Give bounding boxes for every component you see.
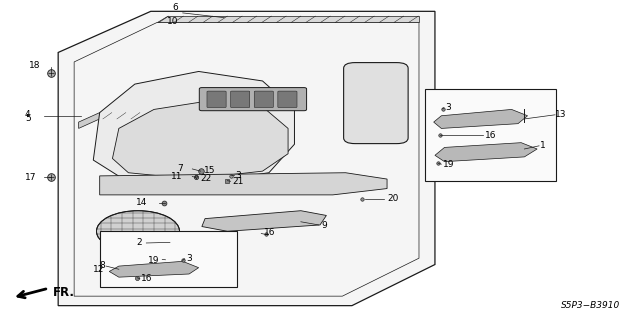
Polygon shape [157, 16, 419, 22]
FancyBboxPatch shape [278, 91, 297, 108]
Text: 16: 16 [141, 274, 153, 283]
Text: 3: 3 [235, 171, 241, 180]
Text: 18: 18 [29, 61, 41, 70]
Text: S5P3−B3910: S5P3−B3910 [561, 301, 620, 310]
Text: 8: 8 [99, 261, 105, 270]
Polygon shape [109, 261, 198, 277]
FancyBboxPatch shape [100, 231, 237, 287]
Polygon shape [100, 173, 387, 195]
Polygon shape [113, 100, 288, 179]
Text: 21: 21 [232, 177, 243, 186]
Text: FR.: FR. [53, 286, 75, 299]
Polygon shape [93, 71, 294, 182]
Polygon shape [434, 109, 527, 129]
Text: 22: 22 [200, 174, 211, 182]
FancyBboxPatch shape [426, 89, 556, 181]
Text: 17: 17 [25, 173, 36, 182]
Text: 2: 2 [137, 239, 143, 248]
Text: 11: 11 [171, 172, 182, 181]
Text: 7: 7 [177, 164, 182, 174]
Text: 5: 5 [25, 115, 31, 123]
Text: 16: 16 [264, 228, 275, 237]
Polygon shape [435, 143, 537, 162]
Text: 12: 12 [93, 265, 105, 274]
Circle shape [97, 211, 179, 252]
Text: 1: 1 [540, 141, 546, 150]
FancyBboxPatch shape [230, 91, 250, 108]
Text: 3: 3 [445, 103, 451, 112]
FancyBboxPatch shape [207, 91, 226, 108]
Text: 4: 4 [25, 110, 31, 119]
Text: 6: 6 [172, 3, 178, 12]
Text: 14: 14 [136, 198, 148, 207]
Text: 16: 16 [484, 131, 496, 140]
Polygon shape [58, 11, 435, 306]
Polygon shape [202, 211, 326, 231]
FancyBboxPatch shape [199, 88, 307, 111]
Polygon shape [164, 238, 202, 252]
Text: 9: 9 [321, 221, 327, 230]
Polygon shape [79, 113, 269, 129]
Text: 13: 13 [555, 110, 566, 119]
Text: 19: 19 [443, 160, 454, 169]
Text: 3: 3 [186, 254, 191, 263]
Text: 19: 19 [148, 256, 159, 264]
Text: 20: 20 [387, 194, 399, 203]
Text: 10: 10 [167, 17, 178, 26]
FancyBboxPatch shape [344, 63, 408, 144]
FancyBboxPatch shape [254, 91, 273, 108]
Text: 15: 15 [204, 166, 215, 175]
